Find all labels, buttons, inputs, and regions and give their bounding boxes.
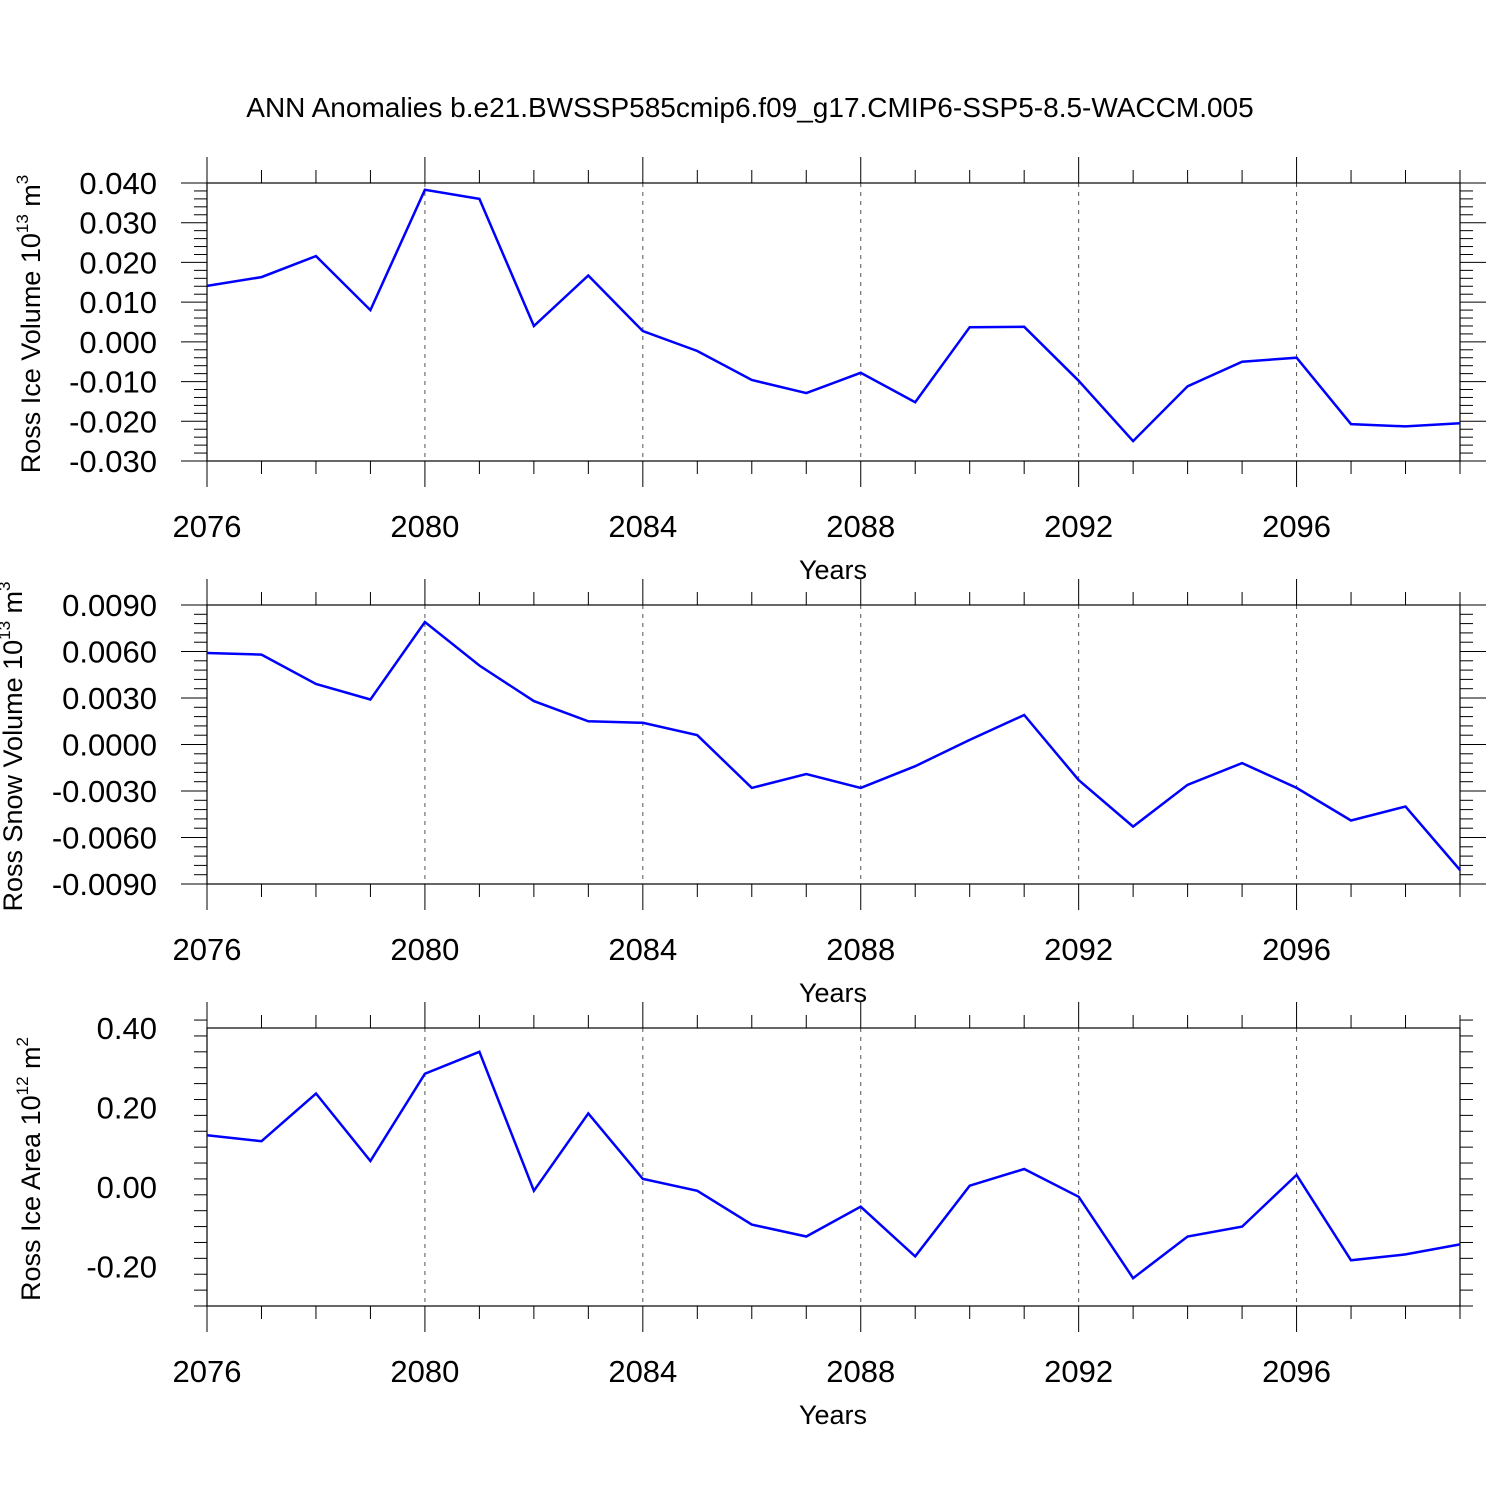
x-tick-label: 2076	[173, 932, 242, 967]
x-tick-label: 2096	[1262, 1354, 1331, 1389]
y-tick-label: 0.020	[79, 245, 157, 280]
x-tick-label: 2096	[1262, 509, 1331, 544]
plot-frame	[206, 1027, 1461, 1307]
x-axis-label: Years	[799, 978, 867, 1008]
chart-panel-2: 0.0090 0.0060 0.0030 0.0000 -0.0030 -0.0060 -0…	[0, 579, 1486, 1008]
x-tick-label: 2080	[390, 932, 459, 967]
y-tick-label: -0.0060	[52, 821, 157, 856]
y-axis-label: Ross Ice Area 1012 m2	[13, 1037, 46, 1301]
y-axis-label: Ross Ice Volume 1013 m3	[13, 175, 46, 474]
x-tick-label: 2092	[1044, 509, 1113, 544]
x-tick-label: 2088	[826, 932, 895, 967]
x-tick-label: 2096	[1262, 932, 1331, 967]
x-tick-label: 2088	[826, 509, 895, 544]
y-tick-label: 0.030	[79, 206, 157, 241]
page-title: ANN Anomalies b.e21.BWSSP585cmip6.f09_g1…	[246, 92, 1254, 123]
y-tick-label: -0.030	[69, 444, 157, 479]
chart-panel-3: 0.40 0.20 0.00 -0.20 2076 2080 2084 2088 2092 209…	[13, 1002, 1473, 1430]
x-axis-label: Years	[799, 555, 867, 585]
x-tick-label: 2084	[608, 932, 677, 967]
y-tick-label: 0.20	[97, 1090, 157, 1125]
plot-frame	[206, 604, 1461, 885]
x-tick-label: 2088	[826, 1354, 895, 1389]
series-line	[206, 188, 1461, 443]
y-tick-label: 0.0030	[62, 681, 157, 716]
y-tick-label: 0.40	[97, 1011, 157, 1046]
y-tick-label: 0.0090	[62, 588, 157, 623]
y-tick-label: 0.040	[79, 166, 157, 201]
y-tick-label: 0.0000	[62, 728, 157, 763]
series-line	[206, 1050, 1461, 1281]
y-tick-label: 0.010	[79, 285, 157, 320]
y-tick-label: -0.0030	[52, 774, 157, 809]
y-tick-label: 0.0060	[62, 635, 157, 670]
y-tick-label: -0.20	[86, 1249, 157, 1284]
x-tick-label: 2076	[173, 509, 242, 544]
x-axis-label: Years	[799, 1400, 867, 1430]
x-tick-label: 2092	[1044, 932, 1113, 967]
y-tick-label: 0.00	[97, 1170, 157, 1205]
chart-panel-1: 0.040 0.030 0.020 0.010 0.000 -0.010 -0.020 -0.…	[13, 157, 1486, 585]
x-tick-label: 2080	[390, 509, 459, 544]
y-tick-label: -0.020	[69, 404, 157, 439]
x-tick-label: 2084	[608, 509, 677, 544]
plot-frame	[206, 182, 1461, 462]
y-axis-label: Ross Snow Volume 1013 m3	[0, 581, 28, 911]
y-tick-label: 0.000	[79, 325, 157, 360]
x-tick-label: 2092	[1044, 1354, 1113, 1389]
y-tick-label: -0.0090	[52, 867, 157, 902]
series-line	[206, 620, 1461, 871]
x-tick-label: 2076	[173, 1354, 242, 1389]
x-tick-label: 2080	[390, 1354, 459, 1389]
y-tick-label: -0.010	[69, 365, 157, 400]
x-tick-label: 2084	[608, 1354, 677, 1389]
